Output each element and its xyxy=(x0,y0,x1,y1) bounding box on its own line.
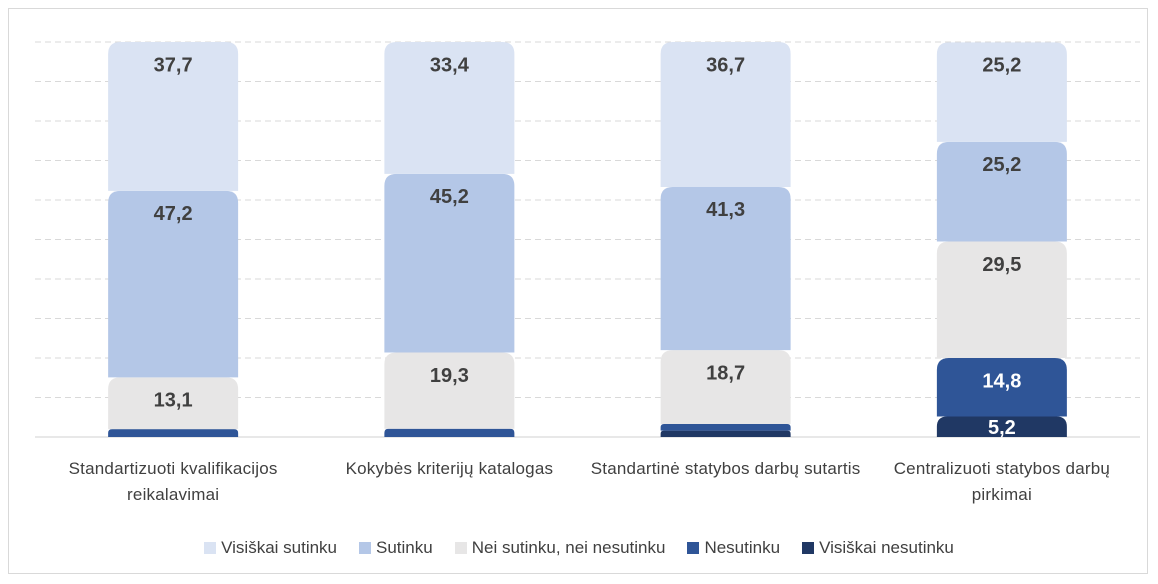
data-label: 18,7 xyxy=(706,362,745,384)
bar-segment xyxy=(108,377,239,430)
bar-segment xyxy=(936,42,1067,142)
legend-item: Sutinku xyxy=(359,538,433,558)
x-tick-label: Standartizuoti kvalifikacijos reikalavim… xyxy=(68,459,278,504)
data-label: 29,5 xyxy=(982,254,1021,276)
data-label: 14,8 xyxy=(982,370,1021,392)
bar-segment xyxy=(384,352,515,429)
legend-item: Nei sutinku, nei nesutinku xyxy=(454,538,666,558)
legend-swatch xyxy=(802,542,815,554)
bar-segment xyxy=(108,429,239,437)
data-label: 5,2 xyxy=(988,417,1016,439)
legend-item: Visiškai sutinku xyxy=(204,538,337,558)
legend: Visiškai sutinku Sutinku Nei sutinku, nei … xyxy=(0,538,1158,558)
data-label: 33,4 xyxy=(430,54,470,76)
bar-segment xyxy=(936,416,1067,437)
legend-swatch xyxy=(687,542,700,554)
legend-label: Visiškai sutinku xyxy=(221,538,338,557)
bar-segment xyxy=(660,423,791,431)
data-label: 19,3 xyxy=(430,365,469,387)
data-label: 41,3 xyxy=(706,199,745,221)
legend-label: Sutinku xyxy=(376,538,433,557)
legend-swatch xyxy=(204,542,217,554)
data-label: 13,1 xyxy=(154,390,193,412)
data-label: 36,7 xyxy=(706,54,745,76)
bar-segment xyxy=(384,173,515,353)
bar-segment xyxy=(384,42,515,174)
bar-segment xyxy=(936,241,1067,358)
bar-segment xyxy=(660,186,791,351)
legend-label: Nesutinku xyxy=(704,538,781,557)
bar-segment xyxy=(108,190,239,378)
bar-segment xyxy=(108,42,239,191)
legend-item: Nesutinku xyxy=(687,538,780,558)
bar-segment xyxy=(660,430,791,437)
chart-frame xyxy=(8,8,1148,574)
legend-swatch xyxy=(454,542,467,554)
bar-segment xyxy=(936,358,1067,417)
bar-segment xyxy=(936,141,1067,242)
legend-item: Visiškai nesutinku xyxy=(802,538,954,558)
legend-label: Visiškai nesutinku xyxy=(819,538,954,557)
data-label: 37,7 xyxy=(154,54,193,76)
data-label: 47,2 xyxy=(154,203,193,225)
x-tick-label: Kokybės kriterijų katalogas xyxy=(345,459,554,478)
legend-label: Nei sutinku, nei nesutinku xyxy=(471,538,666,557)
legend-swatch xyxy=(359,542,372,554)
data-label: 25,2 xyxy=(982,154,1021,176)
bar-segment xyxy=(660,350,791,424)
bar-segment xyxy=(384,428,515,437)
data-label: 25,2 xyxy=(982,55,1021,77)
bar-segment xyxy=(660,42,791,187)
x-tick-label: Centralizuoti statybos darbų pirkimai xyxy=(893,459,1111,504)
data-label: 45,2 xyxy=(430,186,469,208)
x-tick-label: Standartinė statybos darbų sutartis xyxy=(590,459,861,478)
